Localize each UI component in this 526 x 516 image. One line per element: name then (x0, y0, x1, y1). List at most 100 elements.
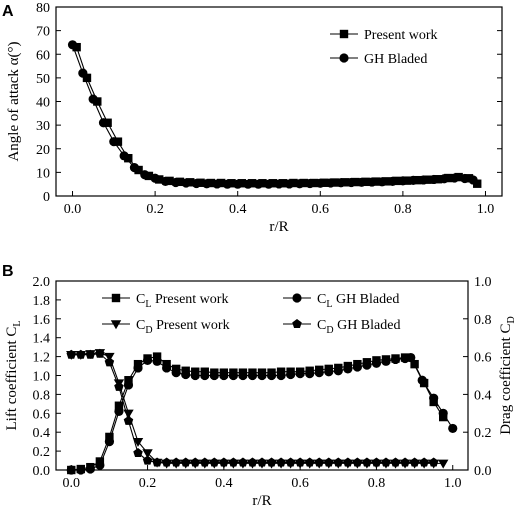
data-point-series-1 (202, 179, 212, 189)
y-tick-label: 0 (43, 190, 50, 205)
data-point-series-1 (381, 356, 391, 366)
data-point-series-1 (253, 179, 263, 189)
data-point-series-3 (362, 457, 372, 467)
data-point-series-3 (76, 349, 86, 359)
data-point-series-1 (133, 363, 143, 373)
legend-label-2: CD Present work (136, 318, 230, 336)
data-point-series-1 (371, 358, 382, 368)
x-tick-label: 0.2 (146, 202, 164, 217)
data-point-series-1 (140, 170, 150, 180)
data-point-series-1 (377, 177, 387, 187)
data-point-series-0 (82, 73, 92, 83)
panel-a-chart: 0.0 0.2 0.4 0.6 0.8 1.0 0 10 20 30 40 50 60 70 80 r/R An… (6, 1, 503, 235)
data-point-series-1 (162, 363, 172, 373)
data-point-series-3 (171, 457, 181, 467)
data-point-series-0 (105, 432, 114, 442)
data-point-series-3 (152, 457, 162, 467)
data-point-series-3 (266, 457, 277, 467)
y-axis-label: Lift coefficient CL (4, 321, 23, 431)
data-point-series-1 (160, 176, 171, 186)
y-axis-label: Angle of attack α(°) (6, 41, 22, 161)
y2-tick-label: 0.4 (474, 388, 492, 403)
y-tick-label: 0.6 (33, 407, 51, 422)
y-tick-label: 1.4 (33, 332, 51, 347)
data-point-series-1 (109, 137, 119, 147)
data-point-series-3 (276, 457, 286, 467)
data-point-series-1 (209, 370, 219, 381)
data-point-series-1 (408, 175, 418, 186)
x-tick-label: 0.2 (139, 476, 157, 491)
data-point-series-3 (409, 457, 420, 467)
data-point-series-1 (276, 370, 286, 381)
series-line-0 (76, 46, 478, 185)
data-point-series-3 (371, 457, 382, 467)
data-point-series-1 (362, 360, 372, 370)
legend-marker-1 (339, 53, 349, 63)
data-point-series-1 (247, 370, 258, 381)
data-point-series-3 (66, 349, 77, 359)
x-tick-label: 0.0 (63, 476, 81, 491)
data-point-series-1 (284, 179, 294, 189)
x-tick-label: 0.6 (312, 202, 330, 217)
data-point-series-1 (438, 408, 448, 418)
data-point-series-1 (418, 175, 429, 185)
data-point-series-3 (190, 457, 200, 467)
y-tick-label: 30 (36, 119, 50, 134)
data-point-series-1 (257, 370, 267, 381)
x-tick-label: 0.0 (64, 202, 82, 217)
y-tick-label: 0.4 (33, 426, 51, 441)
data-point-series-1 (238, 370, 248, 381)
y-tick-label: 2.0 (33, 275, 51, 290)
data-point-series-1 (356, 177, 367, 187)
legend-label-1: CL GH Bladed (317, 292, 399, 310)
data-point-series-1 (181, 369, 191, 380)
data-point-series-3 (219, 457, 229, 467)
data-point-series-3 (200, 457, 210, 467)
data-point-series-1 (222, 179, 232, 189)
data-point-series-1 (367, 177, 377, 187)
y-tick-label: 10 (36, 166, 50, 181)
data-point-series-1 (460, 173, 470, 184)
y2-tick-label: 0.8 (474, 313, 492, 328)
data-point-series-1 (200, 370, 210, 381)
data-point-series-1 (314, 368, 324, 378)
data-point-series-1 (387, 176, 398, 186)
data-point-series-1 (78, 68, 88, 78)
data-point-series-1 (429, 174, 439, 185)
y2-axis-label: Drag coefficient CD (498, 316, 517, 435)
data-point-series-1 (95, 460, 105, 470)
legend-marker-3 (292, 319, 302, 329)
legend-label-0: CL Present work (136, 292, 228, 310)
data-point-series-3 (390, 457, 401, 467)
data-point-series-1 (233, 179, 243, 189)
data-point-series-3 (428, 457, 439, 467)
data-point-series-1 (67, 40, 78, 50)
data-point-series-3 (209, 457, 220, 467)
y-tick-label: 1.8 (33, 294, 51, 309)
data-point-series-1 (76, 465, 86, 475)
data-point-series-1 (212, 179, 222, 189)
data-point-series-3 (133, 447, 143, 458)
data-point-series-3 (285, 457, 296, 467)
data-point-series-1 (142, 355, 153, 365)
data-point-series-2 (438, 459, 449, 469)
data-point-series-1 (152, 356, 162, 366)
data-point-series-2 (132, 437, 144, 447)
data-point-series-0 (72, 42, 81, 52)
data-point-series-3 (343, 457, 353, 467)
panel-b-chart: 0.0 0.2 0.4 0.6 0.8 1.0 0.0 0.2 0.4 0.6 0.8 1.0 1.2 1… (4, 275, 517, 509)
y-tick-label: 40 (36, 96, 50, 111)
series-line-1 (72, 44, 474, 185)
data-point-series-3 (228, 457, 239, 467)
data-point-series-1 (243, 179, 253, 189)
x-tick-label: 1.0 (444, 476, 462, 491)
data-point-series-3 (238, 457, 248, 467)
data-point-series-1 (266, 370, 277, 381)
data-point-series-1 (150, 173, 160, 183)
data-point-series-3 (95, 348, 105, 358)
y-tick-label: 1.2 (33, 351, 51, 366)
x-tick-label: 0.8 (368, 476, 386, 491)
data-point-series-1 (315, 178, 325, 188)
y-tick-label: 0.2 (33, 445, 51, 460)
data-point-series-1 (352, 362, 362, 372)
